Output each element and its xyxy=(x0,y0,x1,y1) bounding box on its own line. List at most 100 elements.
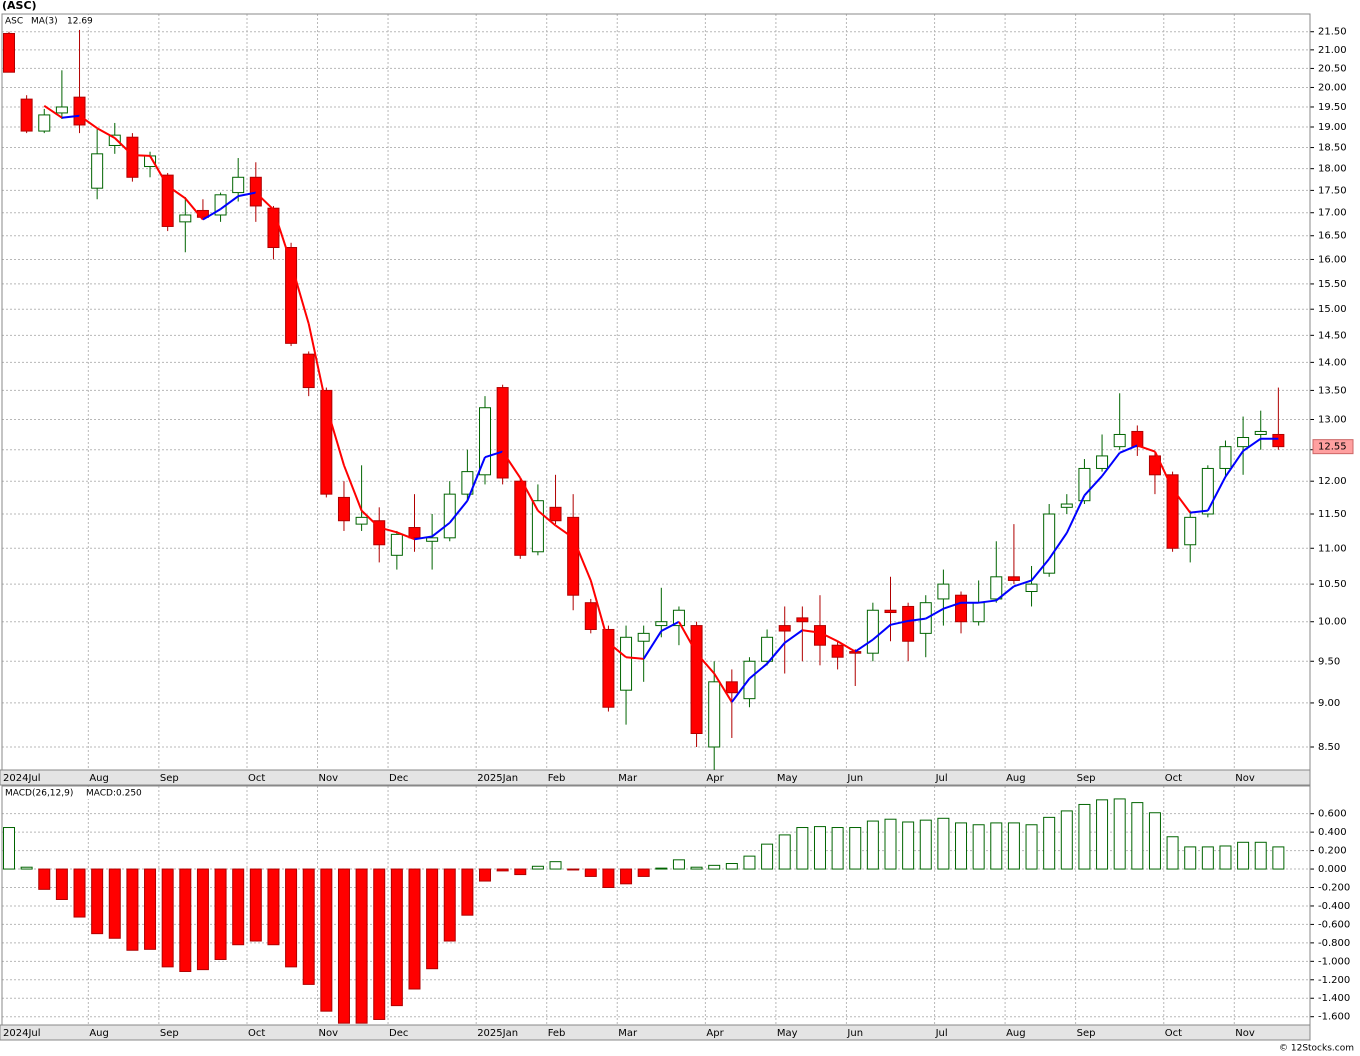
ma-segment xyxy=(466,456,486,502)
macd-bar xyxy=(831,827,844,870)
x-tick-label: Sep xyxy=(1077,1028,1096,1039)
candle-body xyxy=(408,527,421,539)
macd-bar xyxy=(602,868,615,889)
ma-segment xyxy=(325,405,345,466)
candle-body xyxy=(285,247,298,344)
macd-bar xyxy=(655,867,668,870)
y-tick-label: 21.50 xyxy=(1318,27,1347,38)
macd-bar xyxy=(1237,841,1250,870)
plot-frame xyxy=(1,13,1311,771)
ma-segment xyxy=(978,599,997,604)
macd-bar xyxy=(108,868,121,939)
macd-bar xyxy=(1043,816,1056,870)
y-tick-label: 15.00 xyxy=(1318,304,1347,315)
x-tick-label: 2025Jan xyxy=(477,773,518,784)
macd-bar xyxy=(1184,846,1197,870)
ma-segment xyxy=(607,642,627,658)
ma-segment xyxy=(642,630,663,660)
ma-segment xyxy=(43,104,63,119)
x-tick-label: Apr xyxy=(706,773,724,784)
macd-bar xyxy=(849,827,862,870)
ma-segment xyxy=(925,607,944,620)
macd-bar xyxy=(302,868,315,985)
candle-body xyxy=(531,500,544,553)
macd-bar xyxy=(990,822,1003,870)
macd-bar xyxy=(514,868,527,876)
macd-bar xyxy=(531,865,544,870)
candle-body xyxy=(232,176,245,194)
macd-bar xyxy=(285,868,298,968)
candle-body xyxy=(884,609,897,614)
ma-segment xyxy=(1206,476,1227,512)
macd-bar xyxy=(937,817,950,870)
x-axis-strip xyxy=(0,769,1311,786)
x-tick-label: Aug xyxy=(89,773,109,784)
candle-body xyxy=(725,681,738,694)
macd-bar xyxy=(1060,810,1073,870)
ma-segment xyxy=(695,652,715,675)
y-tick-label: 0.600 xyxy=(1318,809,1347,820)
candle-body xyxy=(1131,430,1144,448)
candle-body xyxy=(1043,513,1056,574)
x-tick-label: Jul xyxy=(935,773,948,784)
macd-bar xyxy=(390,868,403,1007)
candle-body xyxy=(1113,433,1126,448)
ma-segment xyxy=(678,621,698,654)
ma-segment xyxy=(255,191,275,211)
x-tick-label: Sep xyxy=(160,773,179,784)
candle-body xyxy=(479,407,492,476)
y-tick-label: 12.00 xyxy=(1318,476,1347,487)
y-tick-label: 9.00 xyxy=(1318,698,1340,709)
ma-segment xyxy=(237,191,257,198)
ma-segment xyxy=(1013,579,1032,588)
macd-bar xyxy=(955,822,968,870)
candle-body xyxy=(1237,436,1250,448)
macd-bar xyxy=(55,868,68,901)
macd-bar xyxy=(73,868,86,918)
candle-body xyxy=(549,506,562,522)
y-tick-label: -0.800 xyxy=(1318,938,1350,949)
y-tick-label: -1.200 xyxy=(1318,975,1350,986)
candle-body xyxy=(567,516,580,596)
ma-segment xyxy=(290,263,310,325)
macd-bar xyxy=(690,866,703,870)
macd-bar xyxy=(1113,798,1126,870)
y-tick-label: 10.00 xyxy=(1318,617,1347,628)
candle-body xyxy=(796,617,809,623)
y-tick-label: 0.400 xyxy=(1318,827,1347,838)
ma-segment xyxy=(837,640,856,653)
candle-body xyxy=(990,576,1003,600)
plot-frame xyxy=(1,785,1311,1026)
macd-bar xyxy=(1201,846,1214,870)
candle-body xyxy=(1096,455,1109,469)
macd-bar xyxy=(637,868,650,877)
macd-bar xyxy=(919,819,932,870)
ma-segment xyxy=(96,127,116,139)
ma-segment xyxy=(431,521,451,538)
macd-bar xyxy=(1131,802,1144,870)
y-tick-label: 8.50 xyxy=(1318,742,1340,753)
y-tick-label: -0.200 xyxy=(1318,883,1350,894)
candle-body xyxy=(584,602,597,630)
ma-segment xyxy=(1171,488,1192,514)
ma-segment xyxy=(766,642,786,665)
ma-segment xyxy=(1101,452,1121,477)
ma-segment xyxy=(501,451,522,479)
ma-segment xyxy=(943,601,962,610)
legend-bg xyxy=(3,787,149,799)
ma-segment xyxy=(378,526,398,534)
ma-segment xyxy=(519,477,539,512)
y-tick-label: 18.50 xyxy=(1318,143,1347,154)
ma-segment xyxy=(713,673,733,703)
ma-segment xyxy=(908,617,926,622)
macd-bar xyxy=(426,868,439,970)
macd-bar xyxy=(1096,799,1109,870)
y-tick-label: 19.50 xyxy=(1318,102,1347,113)
macd-bar xyxy=(355,868,368,1024)
y-tick-label: 11.50 xyxy=(1318,509,1347,520)
candle-body xyxy=(972,602,985,623)
candle-body xyxy=(1219,446,1232,469)
ma-segment xyxy=(731,677,751,703)
